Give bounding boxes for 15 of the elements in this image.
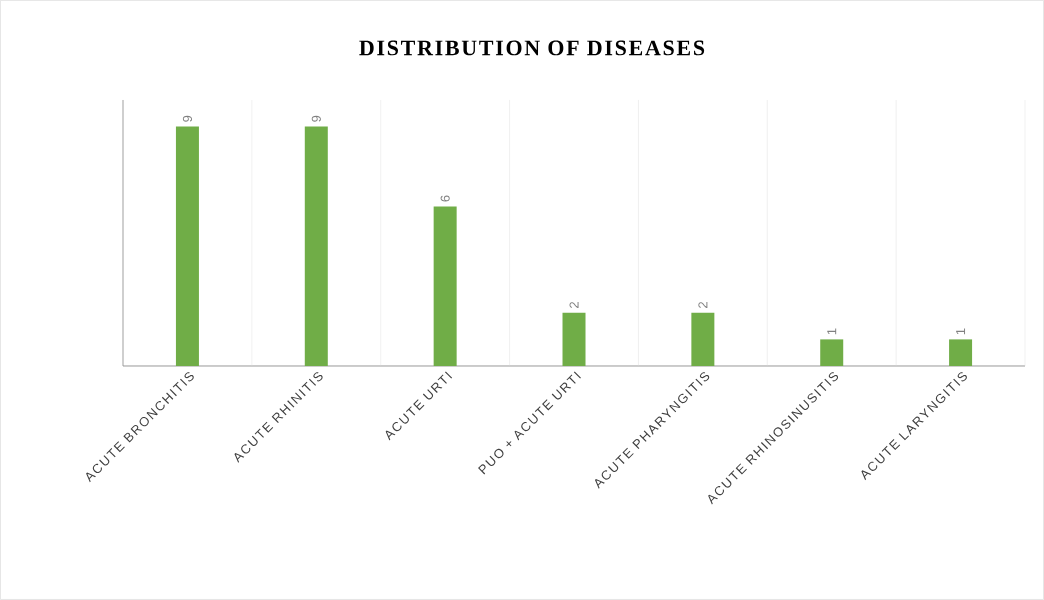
bar [562,312,586,366]
bar [691,312,715,366]
bar [433,206,457,366]
bar [175,126,199,366]
bar [304,126,328,366]
data-label: 2 [569,302,579,308]
data-label: 1 [827,328,837,335]
bar [820,339,844,366]
data-label: 2 [698,302,708,308]
chart-title: DISTRIBUTION OF DISEASES [359,40,705,56]
data-label: 1 [956,328,966,335]
data-label: 9 [311,115,321,122]
data-label: 6 [440,195,450,202]
bar [949,339,973,366]
data-label: 9 [182,115,193,122]
